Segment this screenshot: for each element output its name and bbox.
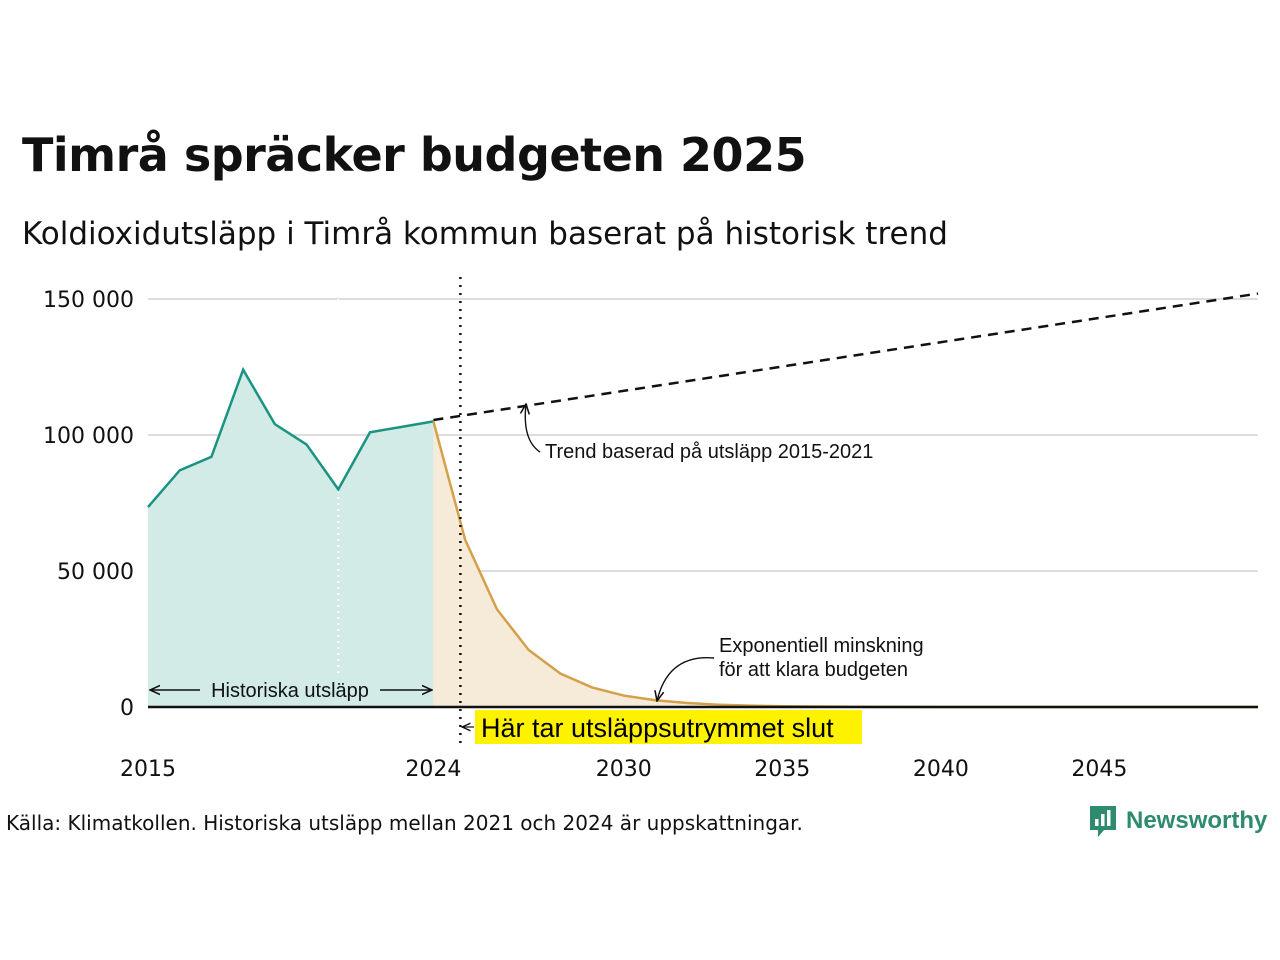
trend-arrow [525, 404, 541, 453]
x-tick-label: 2024 [405, 757, 461, 782]
trend-line [433, 292, 1259, 422]
x-tick-label: 2040 [913, 757, 969, 782]
y-tick-label: 100 000 [43, 424, 134, 449]
y-tick-label: 0 [120, 696, 134, 721]
chart-subtitle: Koldioxidutsläpp i Timrå kommun baserat … [22, 216, 948, 252]
x-tick-label: 2030 [596, 757, 652, 782]
y-tick-label: 150 000 [43, 288, 134, 313]
source-note: Källa: Klimatkollen. Historiska utsläpp … [6, 811, 803, 835]
x-tick-label: 2015 [120, 757, 176, 782]
decline-label-line2: för att klara budgeten [719, 659, 908, 681]
x-tick-label: 2045 [1071, 757, 1127, 782]
budget-end-highlight [475, 710, 862, 744]
chart-title: Timrå spräcker budgeten 2025 [22, 128, 807, 182]
bar-chart-speech-bubble-icon [1090, 806, 1116, 837]
y-tick-label: 50 000 [57, 560, 134, 585]
budget-end-label: Här tar utsläppsutrymmet slut [481, 713, 834, 743]
x-tick-label: 2035 [754, 757, 810, 782]
newsworthy-logo: Newsworthy [1088, 804, 1267, 838]
logo-text: Newsworthy [1126, 807, 1268, 834]
chart-area: Historiska utsläpp Trend baserad på utslä… [43, 277, 1259, 782]
decline-label-line1: Exponentiell minskning [719, 635, 924, 657]
decline-arrow [657, 657, 715, 701]
historical-area [148, 369, 434, 707]
historical-label: Historiska utsläpp [211, 680, 369, 702]
budget-area [433, 421, 1258, 707]
trend-label: Trend baserad på utsläpp 2015-2021 [545, 441, 873, 463]
historical-line [147, 366, 434, 508]
